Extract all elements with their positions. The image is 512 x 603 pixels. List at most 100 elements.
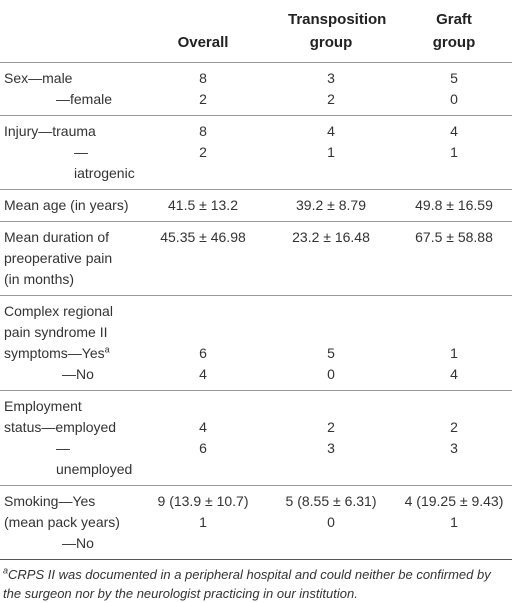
label-line: preoperative pain	[4, 248, 136, 269]
value-line: 8	[199, 123, 207, 139]
spacer	[400, 396, 508, 417]
value-line: 3	[327, 70, 335, 86]
value-line: 4 (19.25 ± 9.43)	[404, 493, 504, 509]
label-line: —No	[4, 533, 136, 554]
label-line: symptoms—Yesa	[4, 343, 136, 364]
spacer	[270, 301, 392, 322]
footnote: aCRPS II was documented in a peripheral …	[0, 559, 512, 603]
table-body: Sex—male —female 8 2 3 2 5 0 Injury—trauma —iatro…	[0, 62, 512, 560]
value-cell: 41.5 ± 13.2	[140, 190, 266, 222]
column-header: Graft group	[432, 11, 476, 51]
table-row: Sex—male —female 8 2 3 2 5 0	[0, 62, 512, 116]
spacer	[144, 396, 262, 417]
value-line: 2	[327, 419, 335, 435]
label-text: Smoking—Yes	[4, 493, 96, 509]
label-line: —female	[4, 89, 136, 110]
row-label: Injury—trauma —iatrogenic	[0, 116, 140, 190]
value-cell: 5 (8.55 ± 6.31) 0	[266, 486, 396, 560]
footnote-text: CRPS II was documented in a peripheral h…	[3, 567, 491, 601]
label-line: Mean duration of	[4, 227, 136, 248]
label-line: status—employed	[4, 417, 136, 438]
value-line: 3	[450, 440, 458, 456]
label-line: Smoking—Yes	[4, 491, 136, 512]
label-text: —No	[62, 366, 94, 382]
value-line: 5	[327, 345, 335, 361]
label-text: —unemployed	[56, 440, 133, 477]
value-line: 2	[450, 419, 458, 435]
value-line: 6	[199, 345, 207, 361]
value-line: 1	[450, 144, 458, 160]
label-text: —No	[62, 535, 94, 551]
table-row: Mean duration of preoperative pain (in mon…	[0, 221, 512, 296]
value-line: 2	[327, 91, 335, 107]
value-line: 1	[327, 144, 335, 160]
label-text: (in months)	[4, 271, 75, 287]
value-line: 0	[450, 91, 458, 107]
value-line: 49.8 ± 16.59	[415, 197, 493, 213]
label-text: —iatrogenic	[74, 144, 135, 181]
label-text: Complex regional	[4, 303, 113, 319]
spacer	[400, 322, 508, 343]
label-line: pain syndrome II	[4, 322, 136, 343]
label-text: (mean pack years)	[4, 514, 120, 530]
label-line: Mean age (in years)	[4, 195, 136, 216]
value-cell: 67.5 ± 58.88	[396, 222, 512, 296]
label-line: Injury—trauma	[4, 121, 136, 142]
value-cell: 49.8 ± 16.59	[396, 190, 512, 222]
row-label: Mean duration of preoperative pain (in mon…	[0, 222, 140, 296]
label-text: Mean duration of	[4, 229, 110, 245]
row-label: Employment status—employed —unemployed	[0, 391, 140, 486]
spacer	[144, 301, 262, 322]
label-text: —female	[56, 91, 113, 107]
label-text: Sex—male	[4, 70, 73, 86]
value-line: 2	[199, 91, 207, 107]
value-line: 2	[199, 144, 207, 160]
value-line: 9 (13.9 ± 10.7)	[157, 493, 249, 509]
label-line: Sex—male	[4, 68, 136, 89]
row-label: Complex regional pain syndrome II symptoms…	[0, 296, 140, 391]
label-text: Employment	[4, 398, 82, 414]
header-row: Overall Transposition group Graft group	[0, 0, 512, 63]
value-cell: 9 (13.9 ± 10.7) 1	[140, 486, 266, 560]
value-line: 8	[199, 70, 207, 86]
label-line: —iatrogenic	[4, 142, 136, 184]
value-line: 3	[327, 440, 335, 456]
table-row: Complex regional pain syndrome II symptoms…	[0, 295, 512, 391]
label-text: status—employed	[4, 419, 117, 435]
value-line: 4	[199, 366, 207, 382]
value-line: 67.5 ± 58.88	[415, 229, 493, 245]
value-line: 1	[199, 514, 207, 530]
value-line: 41.5 ± 13.2	[168, 197, 238, 213]
footnote-ref: a	[104, 344, 110, 355]
table-row: Mean age (in years) 41.5 ± 13.2 39.2 ± 8.7…	[0, 189, 512, 222]
column-header: Overall	[177, 34, 229, 51]
label-line: Employment	[4, 396, 136, 417]
label-line: —No	[4, 364, 136, 385]
value-line: 45.35 ± 46.98	[160, 229, 246, 245]
value-line: 0	[327, 514, 335, 530]
value-line: 4	[450, 366, 458, 382]
value-line: 23.2 ± 16.48	[292, 229, 370, 245]
value-line: 4	[450, 123, 458, 139]
spacer	[400, 301, 508, 322]
spacer	[270, 322, 392, 343]
row-label: Smoking—Yes (mean pack years) —No	[0, 486, 140, 560]
row-label: Mean age (in years)	[0, 190, 140, 222]
spacer	[144, 322, 262, 343]
corner	[0, 0, 140, 63]
label-text: pain syndrome II	[4, 324, 108, 340]
label-text: preoperative pain	[4, 250, 113, 266]
value-line: 1	[450, 514, 458, 530]
label-line: (in months)	[4, 269, 136, 290]
label-text: Injury—trauma	[4, 123, 96, 139]
label-line: (mean pack years)	[4, 512, 136, 533]
